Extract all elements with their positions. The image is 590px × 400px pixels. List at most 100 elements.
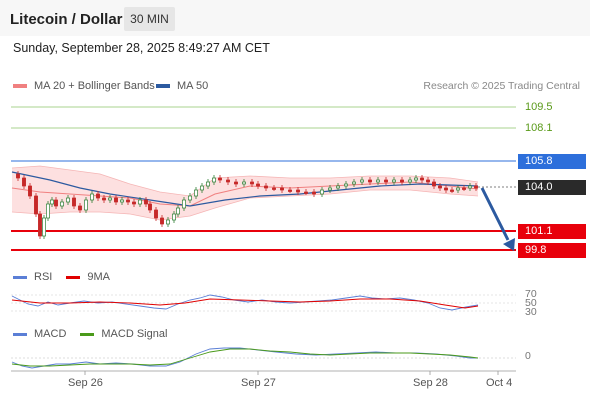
candle-body [72, 197, 76, 207]
candle-body [250, 181, 254, 185]
legend-ma50: MA 50 [156, 80, 208, 92]
candle-body [218, 177, 222, 181]
candle-body [320, 189, 324, 195]
candle-body [160, 217, 164, 225]
rsi-9ma-swatch [66, 275, 81, 279]
candle-body [166, 219, 170, 225]
ma20-line [11, 181, 479, 207]
candle-body [188, 195, 192, 201]
bollinger-swatch [13, 84, 27, 88]
candle-body [78, 205, 82, 211]
candle-body [144, 199, 148, 205]
candle-body [352, 181, 356, 185]
candle-body [126, 199, 130, 203]
candle-body [42, 217, 46, 237]
tag-resistance-1: 108.1 [525, 122, 553, 134]
timeframe-button[interactable]: 30 MIN [124, 7, 175, 31]
candle-body [102, 197, 106, 201]
candle-body [120, 199, 124, 203]
candle-body [420, 177, 424, 181]
candle-body [304, 191, 308, 194]
candle-body [66, 197, 70, 203]
candle-body [234, 181, 238, 185]
candle-body [138, 199, 142, 205]
candle-body [468, 185, 472, 189]
candle-body [450, 189, 454, 192]
tag-last-price: 104.0 [518, 180, 586, 195]
macd-zero-label: 0 [525, 350, 531, 362]
candle-body [414, 177, 418, 181]
candle-body [90, 193, 94, 201]
ma50-swatch [156, 84, 170, 88]
instrument-title: Litecoin / Dollar [10, 11, 123, 28]
legend-ma50-label: MA 50 [177, 80, 209, 92]
candle-body [172, 213, 176, 221]
rsi-level-50-label: 50 [525, 297, 537, 309]
candle-body [194, 189, 198, 197]
tag-pivot: 105.8 [518, 154, 586, 169]
candle-body [288, 189, 292, 192]
rsi-level-30-label: 30 [525, 306, 537, 318]
legend-rsi-9ma-label: 9MA [87, 271, 110, 283]
tag-support-1: 101.1 [518, 224, 586, 239]
candle-body [200, 185, 204, 191]
candle-body [462, 187, 466, 190]
candle-body [376, 179, 380, 183]
legend-rsi-label: RSI [34, 271, 53, 283]
x-label-sep27: Sep 27 [241, 377, 276, 389]
candle-body [408, 179, 412, 183]
candle-body [384, 179, 388, 183]
x-label-sep28: Sep 28 [413, 377, 448, 389]
candle-body [256, 183, 260, 187]
x-label-oct4: Oct 4 [486, 377, 513, 389]
candle-body [400, 179, 404, 183]
candle-body [22, 177, 26, 187]
ma50-line [11, 171, 479, 207]
legend-rsi: RSI 9MA [13, 271, 110, 283]
bollinger-band [12, 166, 478, 220]
candle-body [336, 185, 340, 189]
candle-body [182, 199, 186, 209]
candle-body [60, 201, 64, 207]
candle-body [242, 181, 246, 185]
rsi-swatch [13, 275, 27, 279]
candle-body [206, 181, 210, 187]
rsi-level-70-label: 70 [525, 288, 537, 300]
candle-body [46, 203, 50, 219]
candle-body [108, 197, 112, 201]
candle-body [328, 187, 332, 191]
candle-body [28, 185, 32, 197]
legend-bollinger: MA 20 + Bollinger Bands [13, 80, 155, 92]
candle-body [296, 189, 300, 193]
candle-body [54, 199, 58, 207]
candle-body [456, 187, 460, 191]
candlesticks [16, 171, 478, 239]
candle-body [438, 185, 442, 189]
candle-body [280, 187, 284, 191]
tag-support-2: 99.8 [518, 243, 586, 258]
candle-body [392, 179, 396, 183]
x-label-sep26: Sep 26 [68, 377, 103, 389]
macd-signal-swatch [80, 332, 95, 336]
candle-body [38, 213, 42, 237]
candle-body [132, 201, 136, 205]
candle-body [226, 179, 230, 183]
candle-body [212, 177, 216, 183]
candle-body [96, 193, 100, 199]
candle-body [264, 185, 268, 189]
candle-body [16, 173, 20, 179]
candle-body [432, 181, 436, 187]
candle-body [344, 183, 348, 187]
chart-header: Litecoin / Dollar 30 MIN [0, 0, 590, 36]
candle-body [368, 179, 372, 183]
timestamp: Sunday, September 28, 2025 8:49:27 AM CE… [13, 41, 270, 55]
macd-swatch [13, 332, 27, 336]
candle-body [426, 179, 430, 183]
legend-macd-label: MACD [34, 328, 67, 340]
tag-resistance-2: 109.5 [525, 101, 553, 113]
forecast-arrow-line [480, 187, 510, 241]
candle-body [176, 207, 180, 215]
legend-macd-signal-label: MACD Signal [101, 328, 168, 340]
legend-bollinger-label: MA 20 + Bollinger Bands [34, 80, 155, 92]
